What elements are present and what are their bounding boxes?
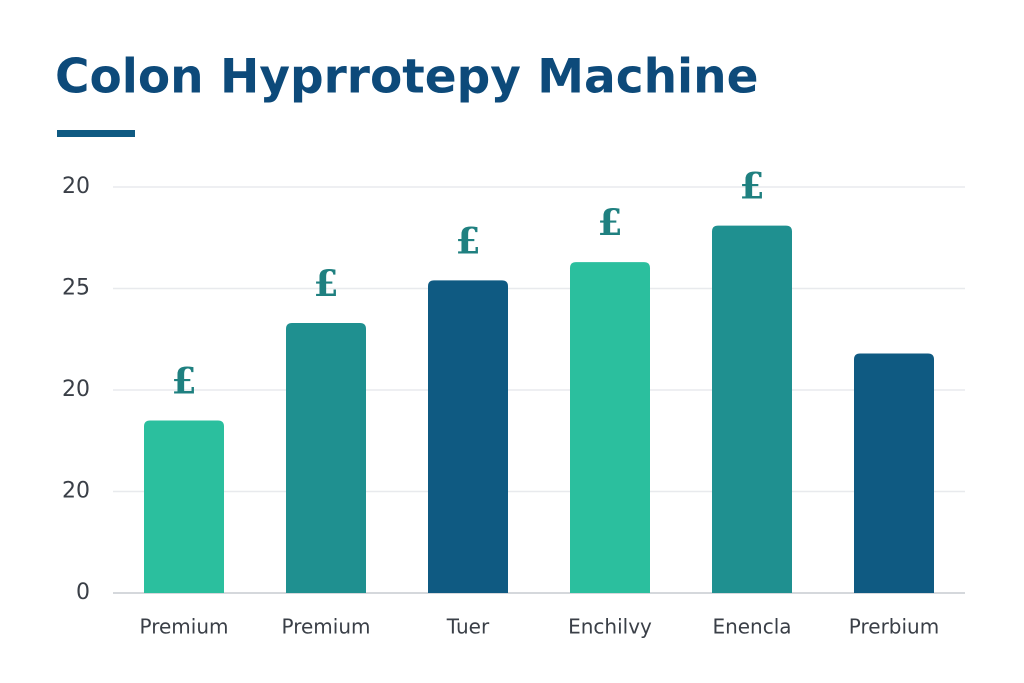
value-label: £ [597,202,622,244]
bar [570,262,650,593]
x-tick-label: Premium [140,615,229,639]
value-label: £ [739,166,764,208]
y-tick-label: 20 [62,174,90,199]
y-tick-label: 20 [62,377,90,402]
x-tick-label: Tuer [446,615,490,639]
bar [854,353,934,593]
bar [428,280,508,593]
chart-title: Colon Hyprrotepy Machine [55,50,759,105]
value-label: £ [313,263,338,305]
bar [144,420,224,593]
x-tick-label: Premium [282,615,371,639]
bar [712,225,792,593]
y-tick-label: 20 [62,479,90,504]
value-label: £ [455,220,480,262]
x-tick-label: Enchilvy [568,615,652,639]
x-tick-label: Prerbium [849,615,939,639]
y-tick-label: 25 [62,276,90,301]
y-tick-label: 0 [76,580,90,605]
value-label: £ [171,360,196,402]
x-tick-label: Enencla [712,615,791,639]
bar [286,323,366,593]
title-accent [57,130,135,137]
